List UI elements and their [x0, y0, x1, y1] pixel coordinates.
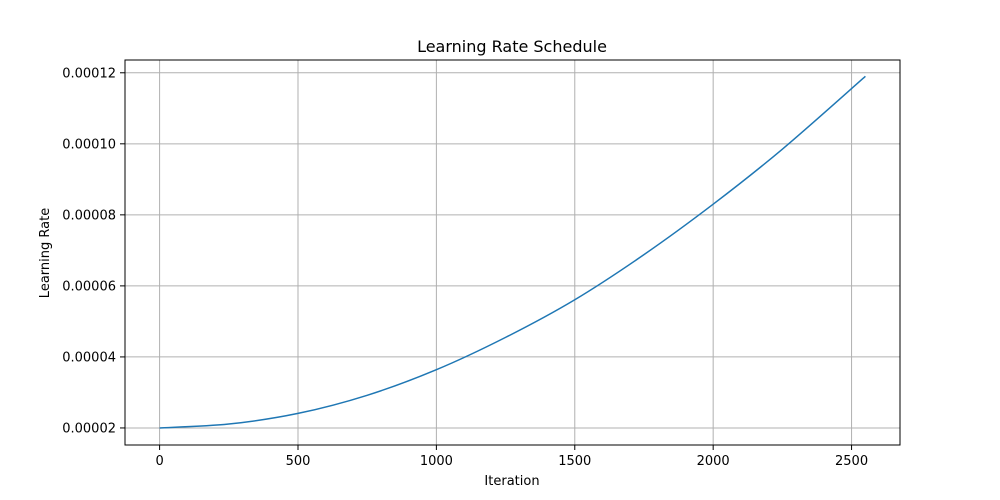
x-tick-label: 500 — [286, 454, 311, 469]
y-tick-label: 0.00012 — [62, 66, 116, 81]
y-tick-label: 0.00010 — [62, 137, 116, 152]
x-tick-label: 1500 — [558, 454, 591, 469]
y-tick-label: 0.00002 — [62, 421, 116, 436]
chart-title: Learning Rate Schedule — [417, 37, 607, 56]
x-tick-label: 1000 — [420, 454, 453, 469]
y-axis: 0.00002 0.00004 0.00006 0.00008 0.00010 0.000… — [62, 66, 125, 436]
x-axis-label: Iteration — [484, 474, 539, 489]
plot-frame — [124, 59, 901, 446]
x-tick-label: 0 — [155, 454, 163, 469]
y-tick-label: 0.00008 — [62, 208, 116, 223]
grid — [125, 60, 900, 445]
series-layer — [159, 75, 866, 429]
x-tick-label: 2500 — [835, 454, 868, 469]
y-axis-label: Learning Rate — [38, 208, 53, 298]
x-axis: 0 500 1000 1500 2000 2500 — [155, 445, 868, 469]
series-line — [159, 75, 866, 429]
y-tick-label: 0.00004 — [62, 350, 116, 365]
y-tick-label: 0.00006 — [62, 279, 116, 294]
x-tick-label: 2000 — [697, 454, 730, 469]
